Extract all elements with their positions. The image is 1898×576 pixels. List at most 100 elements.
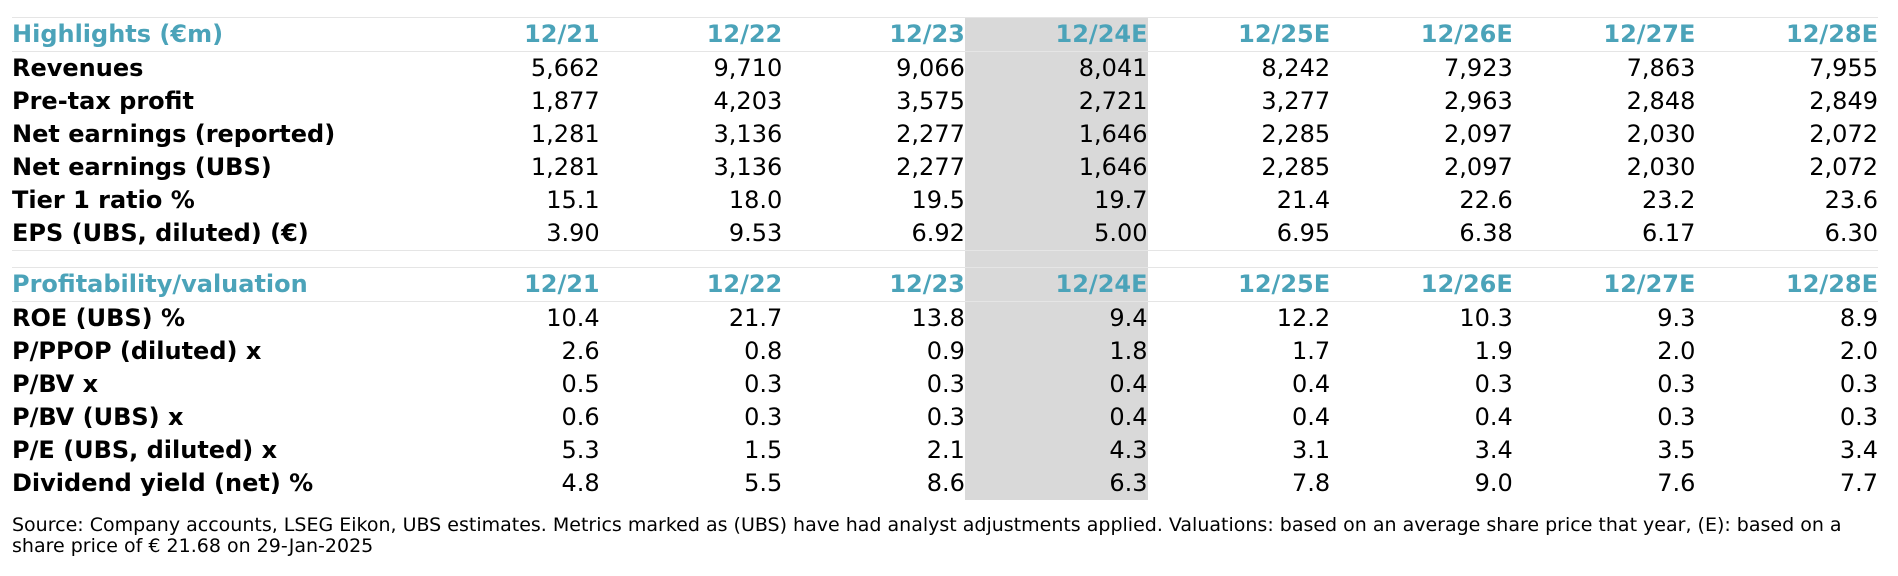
table-cell-highlighted: 1.8 [964,335,1148,368]
table-cell-highlighted: 5.00 [964,217,1148,251]
table-cell-highlighted: 0.4 [964,401,1148,434]
table-row: Revenues 5,662 9,710 9,066 8,041 8,242 7… [12,51,1878,85]
table-cell: 6.30 [1695,217,1878,251]
column-header-highlighted: 12/24E [964,267,1148,302]
table-cell-highlighted: 2,721 [964,85,1148,118]
table-cell: 5.3 [561,436,600,464]
column-header: 12/22 [599,17,783,52]
table-cell: 10.4 [546,304,600,332]
column-header: 12/27E [1512,267,1696,302]
table-cell: 9.53 [599,217,783,251]
table-cell: 7,955 [1809,54,1878,82]
column-header: 12/23 [782,17,965,52]
table-row: EPS (UBS, diluted) (€) 3.90 9.53 6.92 5.… [12,217,1878,251]
row-label: P/BV x [12,370,99,398]
table-cell: 6.38 [1330,217,1513,251]
table-cell: 4,203 [713,87,783,115]
table-cell: 7,863 [1626,54,1696,82]
table-row: P/E (UBS, diluted) x 5.3 1.5 2.1 4.3 3.1… [12,434,1878,467]
table-cell: 6.17 [1512,217,1696,251]
column-header: 12/26E [1330,17,1513,52]
row-label: P/PPOP (diluted) x [12,337,262,365]
table-cell: 15.1 [546,186,600,214]
table-row: ROE (UBS) % 10.4 21.7 13.8 9.4 12.2 10.3… [12,301,1878,335]
table-cell: 3,575 [896,87,965,115]
table-cell: 3,136 [713,120,783,148]
table-row: Tier 1 ratio % 15.1 18.0 19.5 19.7 21.4 … [12,184,1878,217]
section-spacer [12,250,1878,268]
table-cell-highlighted: 4.3 [964,434,1148,467]
table-cell: 2,097 [1444,120,1513,148]
table-cell: 5,662 [530,54,600,82]
table-row: P/BV x 0.5 0.3 0.3 0.4 0.4 0.3 0.3 0.3 [12,368,1878,401]
table-cell: 2.0 [1657,337,1696,365]
table-row: P/PPOP (diluted) x 2.6 0.8 0.9 1.8 1.7 1… [12,335,1878,368]
table-cell: 1.9 [1474,337,1513,365]
table-cell: 0.3 [926,370,965,398]
table-row: Pre-tax profit 1,877 4,203 3,575 2,721 3… [12,85,1878,118]
table-row: Net earnings (UBS) 1,281 3,136 2,277 1,6… [12,151,1878,184]
table-cell: 0.3 [1657,403,1696,431]
table-cell: 23.6 [1824,186,1878,214]
column-header: 12/21 [417,267,600,302]
table-row: Dividend yield (net) % 4.8 5.5 8.6 6.3 7… [12,467,1878,500]
table-cell: 0.3 [1839,370,1878,398]
table-cell: 7.6 [1657,469,1696,497]
column-header-highlighted: 12/24E [964,17,1148,52]
table-cell: 6.95 [1147,217,1331,251]
table-cell: 1,281 [530,153,600,181]
table-cell: 8.6 [926,469,965,497]
table-cell-highlighted: 8,041 [964,51,1148,85]
table-cell: 2,030 [1626,120,1696,148]
table-cell: 3,136 [713,153,783,181]
table-cell: 1,877 [530,87,600,115]
row-label: P/E (UBS, diluted) x [12,436,278,464]
table-cell: 0.4 [1474,403,1513,431]
table-cell: 0.9 [926,337,965,365]
table-cell: 2.0 [1839,337,1878,365]
table-cell: 22.6 [1459,186,1513,214]
table-cell: 3.5 [1657,436,1696,464]
table-cell: 0.5 [561,370,600,398]
table-cell: 0.3 [744,403,783,431]
table-cell: 21.4 [1276,186,1331,214]
table-cell: 9.3 [1657,304,1696,332]
table-cell: 3.4 [1474,436,1513,464]
table-cell: 19.5 [911,186,965,214]
source-note: Source: Company accounts, LSEG Eikon, UB… [12,514,1842,557]
financial-table: Highlights (€m) 12/21 12/22 12/23 12/24E… [12,17,1878,500]
table-cell: 0.3 [1657,370,1696,398]
table-cell: 2,072 [1809,153,1878,181]
table-cell: 3.90 [417,217,600,251]
table-cell: 6.92 [782,217,965,251]
table-cell: 13.8 [911,304,965,332]
table-cell: 7.7 [1839,469,1878,497]
column-header: 12/26E [1330,267,1513,302]
row-label: ROE (UBS) % [12,304,186,332]
table-cell: 0.3 [744,370,783,398]
table-cell-highlighted: 1,646 [964,118,1148,151]
table-cell: 2,285 [1261,120,1331,148]
table-cell: 2,072 [1809,120,1878,148]
column-header: 12/28E [1695,17,1878,52]
table-cell: 2,963 [1444,87,1513,115]
profitability-header-row: Profitability/valuation 12/21 12/22 12/2… [12,267,1878,302]
table-cell: 3.1 [1291,436,1331,464]
table-cell: 2,277 [896,153,965,181]
table-cell-highlighted: 0.4 [964,368,1148,401]
row-label: Dividend yield (net) % [12,469,314,497]
table-cell: 0.3 [1474,370,1513,398]
table-cell: 8,242 [1261,54,1331,82]
table-cell: 18.0 [728,186,783,214]
table-cell-highlighted: 6.3 [964,467,1148,500]
profitability-title: Profitability/valuation [12,267,417,302]
table-cell: 1.7 [1291,337,1331,365]
table-cell: 7.8 [1291,469,1331,497]
table-cell-highlighted: 9.4 [964,301,1148,335]
row-label: Tier 1 ratio % [12,186,195,214]
table-cell: 9,710 [713,54,783,82]
table-cell: 4.8 [561,469,600,497]
table-cell: 1.5 [744,436,783,464]
table-cell: 1,281 [530,120,600,148]
column-header: 12/25E [1147,17,1331,52]
